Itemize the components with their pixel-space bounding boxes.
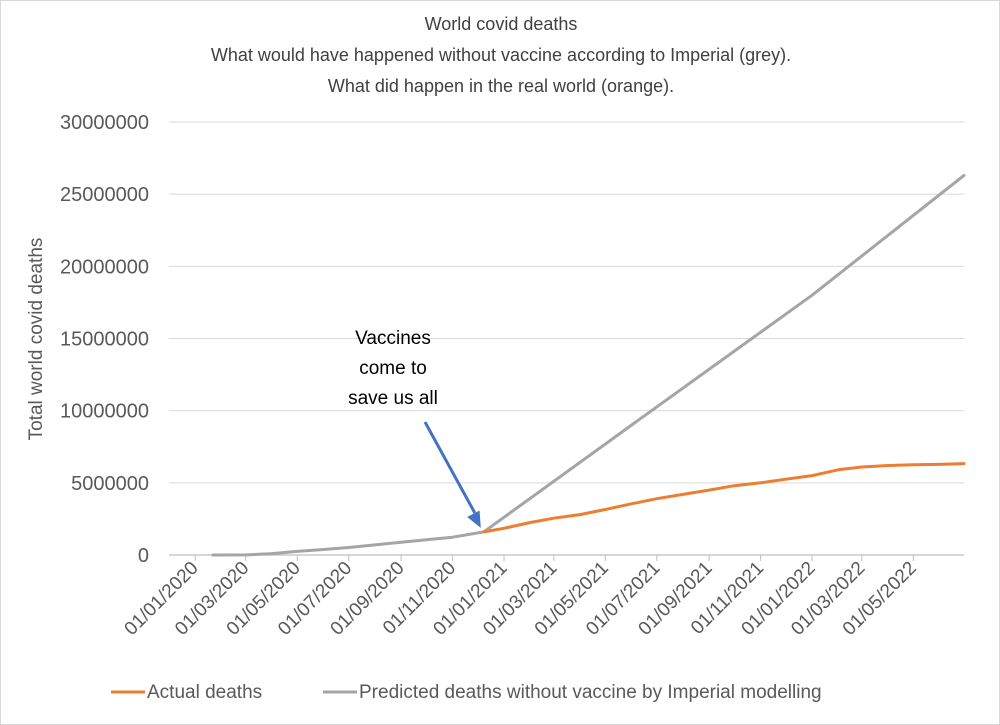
series-line-actual-deaths: [482, 462, 966, 534]
legend: Actual deaths Predicted deaths without va…: [111, 682, 822, 703]
chart-title-group: World covid deaths What would have happe…: [211, 14, 791, 96]
legend-item-predicted-deaths-label: Predicted deaths without vaccine by Impe…: [359, 682, 822, 703]
annotation-arrow-shaft: [423, 421, 477, 514]
annotation-arrow-head: [467, 510, 481, 528]
y-tick-label: 15000000: [60, 329, 149, 351]
y-tick-label: 20000000: [60, 256, 149, 278]
y-axis-title: Total world covid deaths: [26, 238, 47, 441]
y-tick-label: 5000000: [71, 473, 149, 495]
annotation-line-1: Vaccines: [355, 328, 431, 349]
gridlines: [169, 121, 964, 484]
chart-title: World covid deaths: [425, 14, 578, 34]
axes: 0 5000000 10000000 15000000 20000000 25000000…: [60, 112, 964, 640]
legend-item-actual-deaths-label: Actual deaths: [147, 682, 262, 703]
y-tick-label: 25000000: [60, 184, 149, 206]
annotation-line-2: come to: [359, 358, 427, 379]
y-tick-label: 0: [138, 545, 149, 567]
y-tick-label: 30000000: [60, 112, 149, 134]
series-line-predicted-deaths: [211, 173, 966, 557]
y-tick-label: 10000000: [60, 401, 149, 423]
chart-subtitle-line-2: What did happen in the real world (orang…: [328, 76, 674, 96]
chart-subtitle-line-1: What would have happened without vaccine…: [211, 45, 791, 65]
series-lines: [211, 173, 966, 557]
annotation-line-3: save us all: [348, 388, 438, 409]
annotation: Vaccines come to save us all: [348, 328, 481, 528]
